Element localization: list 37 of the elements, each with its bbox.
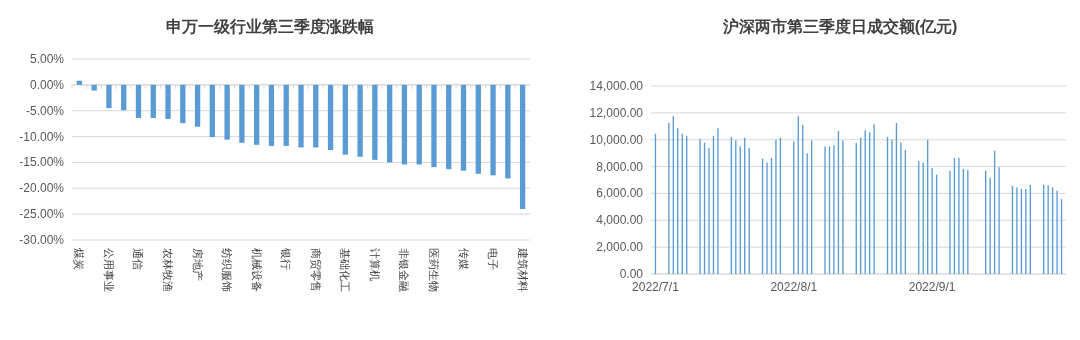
y-tick-label: 10,000.00 (589, 132, 644, 147)
x-tick-label: 商贸零售 (309, 248, 322, 292)
x-tick-label: 传媒 (457, 248, 470, 270)
y-tick-label: -10.00% (19, 129, 65, 144)
x-tick-label: 2022/8/1 (770, 280, 818, 294)
y-tick-label: -15.00% (19, 155, 65, 170)
y-tick-label: 5.00% (29, 52, 65, 66)
x-tick-label: 2022/9/1 (908, 280, 956, 294)
x-tick-label: 基础化工 (339, 248, 352, 292)
y-tick-label: -30.00% (19, 233, 65, 247)
y-tick-label: 14,000.00 (589, 79, 644, 93)
x-tick-label: 房地产 (191, 248, 204, 281)
y-tick-label: 2,000.00 (596, 240, 644, 255)
y-tick-label: 0.00% (29, 77, 65, 92)
y-tick-label: 8,000.00 (596, 159, 644, 174)
x-tick-label: 通信 (132, 248, 145, 270)
y-tick-label: 6,000.00 (596, 186, 644, 201)
x-tick-label: 医药生物 (427, 248, 440, 292)
y-tick-label: -25.00% (19, 207, 65, 222)
x-tick-label: 银行 (280, 247, 293, 270)
chart-title: 沪深两市第三季度日成交额(亿元) (721, 17, 958, 35)
chart-title: 申万一级行业第三季度涨跌幅 (166, 17, 374, 35)
x-tick-label: 纺织服饰 (221, 248, 234, 292)
x-tick-label: 建筑材料 (516, 247, 529, 292)
y-tick-label: -20.00% (19, 181, 65, 196)
x-tick-label: 煤炭 (73, 248, 86, 270)
x-tick-label: 计算机 (368, 248, 381, 281)
x-tick-label: 公用事业 (102, 248, 115, 292)
y-tick-label: -5.00% (25, 103, 65, 118)
y-tick-label: 12,000.00 (589, 105, 644, 120)
y-tick-label: 4,000.00 (596, 213, 644, 228)
x-tick-label: 电子 (487, 248, 500, 270)
x-tick-label: 农林牧渔 (162, 248, 175, 292)
x-tick-label: 非银金融 (398, 248, 411, 292)
x-tick-label: 机械设备 (250, 248, 263, 292)
x-tick-label: 2022/7/1 (632, 280, 680, 294)
y-tick-label: 0.00 (619, 267, 644, 281)
